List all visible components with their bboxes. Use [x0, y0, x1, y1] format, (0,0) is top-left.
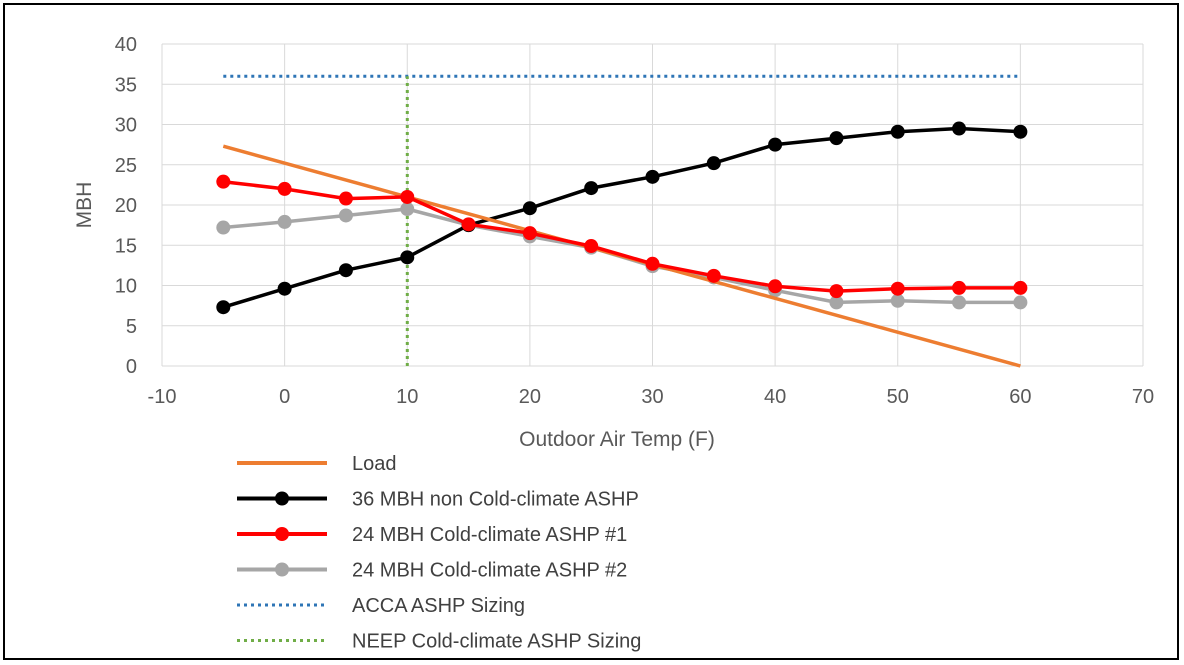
- grid: [161, 43, 1144, 367]
- data-point-36-mbh-non-cold-climate-ashp: [890, 124, 905, 139]
- x-tick-label: 50: [887, 386, 909, 408]
- data-point-36-mbh-non-cold-climate-ashp: [706, 156, 721, 171]
- data-point-24-mbh-cold-climate-ashp-2: [829, 295, 844, 310]
- legend: Load 36 MBH non Cold-climate ASHP 24 MBH C…: [237, 453, 641, 653]
- data-point-24-mbh-cold-climate-ashp-1: [706, 268, 721, 283]
- y-tick-label: 25: [115, 155, 137, 177]
- legend-label-neep-cold-climate-ashp-sizing: NEEP Cold-climate ASHP Sizing: [352, 631, 641, 653]
- legend-label-load: Load: [352, 453, 397, 475]
- data-point-24-mbh-cold-climate-ashp-2: [216, 220, 231, 235]
- x-axis-title: Outdoor Air Temp (F): [519, 428, 715, 451]
- y-tick-label: 20: [115, 195, 137, 217]
- data-point-24-mbh-cold-climate-ashp-1: [829, 284, 844, 299]
- data-point-24-mbh-cold-climate-ashp-1: [338, 191, 353, 206]
- data-point-36-mbh-non-cold-climate-ashp: [216, 300, 231, 315]
- legend-label-36-mbh-non-cold-climate-ashp: 36 MBH non Cold-climate ASHP: [352, 489, 639, 511]
- line-chart: 0 5 10 15 20 25 30 35 40 -10 0 10 20 30 40 50 60 70 Outdo…: [73, 34, 1154, 653]
- series-layer: [216, 74, 1028, 368]
- y-tick-label: 15: [115, 235, 137, 257]
- data-point-36-mbh-non-cold-climate-ashp: [829, 131, 844, 146]
- data-point-36-mbh-non-cold-climate-ashp: [277, 281, 292, 296]
- series-line-24-mbh-cold-climate-ashp-1: [223, 179, 1021, 293]
- data-point-24-mbh-cold-climate-ashp-1: [768, 279, 783, 294]
- x-tick-label: 60: [1009, 386, 1031, 408]
- legend-marker-36-mbh-non-cold-climate-ashp: [275, 491, 289, 506]
- data-point-24-mbh-cold-climate-ashp-1: [461, 217, 476, 232]
- x-tick-label: 30: [641, 386, 663, 408]
- data-point-36-mbh-non-cold-climate-ashp: [645, 169, 660, 184]
- y-tick-label: 30: [115, 115, 137, 137]
- data-point-36-mbh-non-cold-climate-ashp: [522, 201, 537, 216]
- legend-marker-24-mbh-cold-climate-ashp-1: [275, 527, 289, 541]
- data-point-36-mbh-non-cold-climate-ashp: [768, 137, 783, 152]
- y-tick-label: 5: [126, 316, 137, 338]
- data-point-24-mbh-cold-climate-ashp-1: [1013, 280, 1028, 295]
- data-point-24-mbh-cold-climate-ashp-2: [890, 293, 905, 308]
- x-tick-label: 10: [396, 386, 418, 408]
- x-tick-label: 20: [519, 386, 541, 408]
- data-point-24-mbh-cold-climate-ashp-1: [216, 174, 231, 189]
- y-tick-label: 40: [115, 34, 137, 56]
- data-point-36-mbh-non-cold-climate-ashp: [338, 263, 353, 278]
- y-tick-label: 35: [115, 74, 137, 96]
- data-point-24-mbh-cold-climate-ashp-2: [338, 208, 353, 223]
- data-point-24-mbh-cold-climate-ashp-1: [400, 189, 415, 204]
- legend-label-24-mbh-cold-climate-ashp-2: 24 MBH Cold-climate ASHP #2: [352, 560, 627, 582]
- data-point-24-mbh-cold-climate-ashp-2: [952, 295, 967, 310]
- data-point-36-mbh-non-cold-climate-ashp: [952, 121, 967, 136]
- y-tick-label: 10: [115, 276, 137, 298]
- legend-marker-24-mbh-cold-climate-ashp-2: [275, 562, 289, 577]
- data-point-24-mbh-cold-climate-ashp-1: [522, 226, 537, 241]
- chart-frame: 0 5 10 15 20 25 30 35 40 -10 0 10 20 30 40 50 60 70 Outdo…: [3, 3, 1179, 660]
- data-point-36-mbh-non-cold-climate-ashp: [1013, 124, 1028, 139]
- data-point-36-mbh-non-cold-climate-ashp: [400, 250, 415, 265]
- data-point-24-mbh-cold-climate-ashp-1: [645, 256, 660, 271]
- data-point-24-mbh-cold-climate-ashp-1: [584, 239, 599, 254]
- legend-label-acca-ashp-sizing: ACCA ASHP Sizing: [352, 595, 525, 617]
- y-tick-label: 0: [126, 356, 137, 378]
- x-tick-label: -10: [148, 386, 177, 408]
- axes: 0 5 10 15 20 25 30 35 40 -10 0 10 20 30 40 50 60 70: [115, 34, 1154, 408]
- legend-label-24-mbh-cold-climate-ashp-1: 24 MBH Cold-climate ASHP #1: [352, 524, 627, 546]
- y-axis-title: MBH: [73, 182, 96, 229]
- data-point-36-mbh-non-cold-climate-ashp: [584, 181, 599, 196]
- data-point-24-mbh-cold-climate-ashp-1: [277, 181, 292, 196]
- x-tick-label: 0: [279, 386, 290, 408]
- x-tick-label: 70: [1132, 386, 1154, 408]
- data-point-24-mbh-cold-climate-ashp-2: [277, 214, 292, 229]
- series-line-36-mbh-non-cold-climate-ashp: [222, 126, 1021, 309]
- x-tick-label: 40: [764, 386, 786, 408]
- data-point-24-mbh-cold-climate-ashp-1: [890, 281, 905, 296]
- data-point-24-mbh-cold-climate-ashp-2: [1013, 295, 1028, 310]
- data-point-24-mbh-cold-climate-ashp-1: [952, 280, 967, 295]
- data-point-24-mbh-cold-climate-ashp-2: [400, 202, 415, 217]
